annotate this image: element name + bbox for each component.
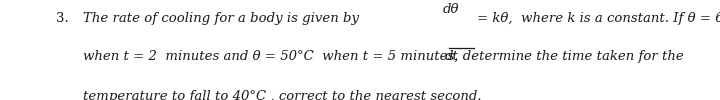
- Text: dθ: dθ: [444, 3, 459, 16]
- Text: dt: dt: [444, 50, 459, 63]
- Text: The rate of cooling for a body is given by: The rate of cooling for a body is given …: [83, 12, 359, 25]
- Text: = kθ,  where k is a constant. If θ = 60°: = kθ, where k is a constant. If θ = 60°: [477, 12, 720, 25]
- Text: temperature to fall to 40°C , correct to the nearest second.: temperature to fall to 40°C , correct to…: [83, 90, 482, 100]
- Text: 3.: 3.: [56, 12, 69, 25]
- Text: when t = 2  minutes and θ = 50°C  when t = 5 minutes, determine the time taken f: when t = 2 minutes and θ = 50°C when t =…: [83, 50, 683, 63]
